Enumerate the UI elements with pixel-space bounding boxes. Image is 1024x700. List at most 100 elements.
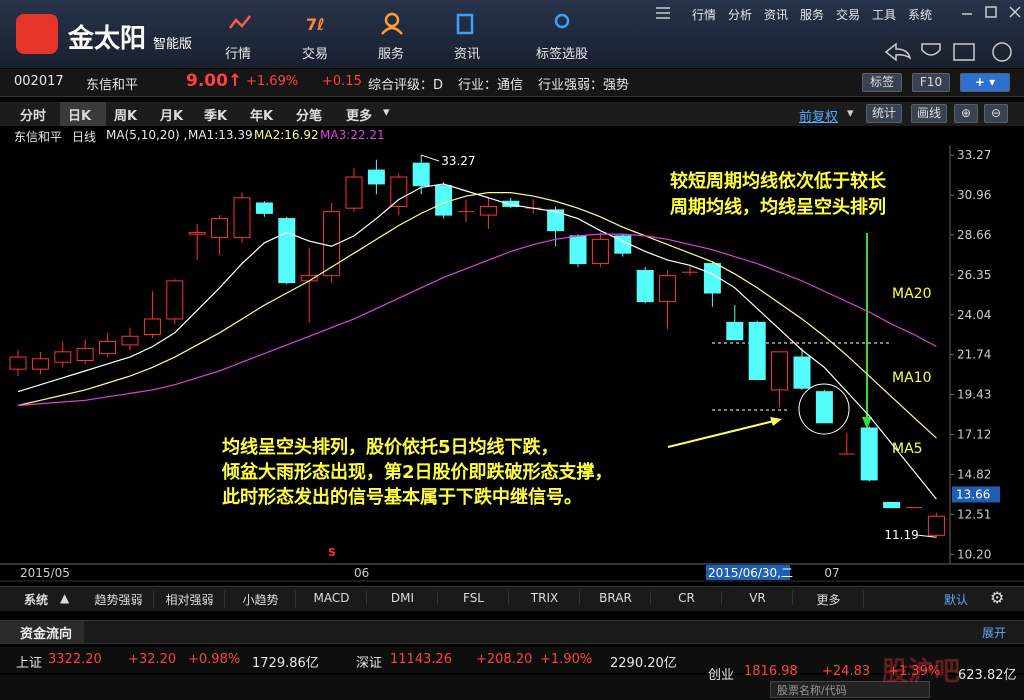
indicator-tab[interactable]: 趋势强弱 [84,591,154,608]
candle-body [815,391,833,424]
y-tick-label: 28.66 [957,228,991,242]
annotation: 此时形态发出的信号基本属于下跌中继信号。 [222,486,582,508]
tab[interactable]: 日K [68,109,92,124]
nav-item[interactable]: 交易 [301,47,328,62]
candle-body [255,202,273,214]
settings[interactable]: ⚙ [990,588,1005,607]
y-tick-label: 33.27 [957,148,991,162]
expand[interactable]: 展开 [982,626,1007,640]
y-tick-label: 26.35 [957,268,991,282]
legend-ma: MA(5,10,20) , [106,128,188,142]
indicator-tab[interactable]: FSL [439,591,509,605]
tab[interactable]: 分笔 [296,109,323,124]
ma-label: MA20 [892,286,931,302]
annotation: 较短周期均线依次低于较长 [670,170,887,192]
indicator-tab[interactable]: VR [723,591,793,605]
annotation: 均线呈空头排列，股价依托5日均线下跌， [222,436,559,458]
indicator-tab[interactable]: TRIX [510,591,580,605]
button[interactable]: 统计 [866,104,902,123]
watermark: 股沪吧 [882,657,961,687]
candle-body [726,321,744,341]
candle-body [166,280,184,320]
candle-body [54,351,72,363]
system[interactable]: 系统 [24,593,49,607]
y-tick-label: 17.12 [957,428,991,442]
zoom-in[interactable]: ⊕ [954,104,978,123]
logo [16,14,58,54]
indicator-tab[interactable]: DMI [368,591,438,605]
zoom-out[interactable]: ⊖ [984,104,1008,123]
indicator-tab[interactable]: BRAR [581,591,651,605]
menu-item[interactable]: 资讯 [764,8,789,22]
menu-item[interactable]: 系统 [908,8,933,22]
index-value: 3322.20 [48,652,102,667]
y-tick-label: 24.04 [957,308,991,322]
candle-body [367,169,385,185]
window-icons [656,6,1021,62]
ma-line [17,233,937,407]
y-tick-label: 12.51 [957,507,991,521]
candle-chart: MA20 MA10 MA5 较短周期均线依次低于较长 周期均线，均线呈空头排列 … [0,145,1024,582]
candle-body [547,209,565,232]
tab[interactable]: 年K [250,109,274,124]
index-value: 1816.98 [744,664,798,679]
ma-line [17,191,937,439]
arrow: ▲ [60,591,70,605]
menu-item[interactable]: 工具 [872,8,897,22]
tab[interactable]: 更多 [346,109,373,124]
candle-body [748,321,766,381]
default[interactable]: 默认 [944,593,969,607]
menu-item[interactable]: 分析 [728,8,753,22]
search-box[interactable]: 股票名称/代码 [770,681,930,698]
candle-body [502,200,520,207]
tab[interactable]: 季K [204,109,228,124]
candle-body [9,356,27,370]
candle-body [323,211,341,277]
menu-item[interactable]: 服务 [800,8,825,22]
dropdown-arrow: ▾ [383,105,390,120]
candle-body [591,238,609,265]
candle-body [211,218,229,239]
indicator-tab[interactable]: CR [652,591,722,605]
adjust[interactable]: 前复权 [799,110,839,125]
tab[interactable]: 月K [160,109,184,124]
legend: 东信和平 日线 MA(5,10,20) , MA1:13.39 MA2:16.9… [0,127,950,144]
nav-item[interactable]: 标签选股 [535,47,588,62]
index-amount: 1729.86亿 [252,656,319,671]
change: +0.15 [322,74,362,89]
candle-body [233,197,251,239]
cursor-price-box [952,486,1000,503]
add-button[interactable]: + ▾ [960,73,1010,92]
annotation: 周期均线，均线呈空头排列 [670,196,886,218]
flow-title[interactable]: 资金流向 [0,621,84,643]
brand: 金太阳 [68,24,147,54]
menu-item[interactable]: 交易 [836,8,861,22]
candle-body [345,176,363,209]
index-name: 深证 [356,656,383,671]
button[interactable]: F10 [912,73,950,92]
annotation: 倾盆大雨形态出现，第2日股价即跌破形态支撑， [221,461,613,483]
index-amount: 623.82亿 [958,668,1017,683]
candle-body [703,263,721,294]
signal: S [328,546,336,559]
nav-item[interactable]: 资讯 [453,47,480,62]
button[interactable]: 画线 [911,104,947,123]
tab[interactable]: 分时 [20,109,47,124]
candle-body [300,275,318,282]
button[interactable]: 标签 [862,73,902,92]
menu-item[interactable]: 行情 [692,8,717,22]
index-pct: +1.90% [540,652,593,667]
nav-item[interactable]: 服务 [377,47,404,62]
indicator-tab[interactable]: 相对强弱 [155,591,225,608]
indicator-tab[interactable]: MACD [297,591,367,605]
candle-body [278,218,296,284]
index-change: +32.20 [128,652,177,667]
tab[interactable]: 周K [114,109,138,124]
candle-body [479,205,497,216]
candle-body [143,318,161,336]
index-pct: +1.39% [888,664,941,679]
indicator-tab[interactable]: 小趋势 [226,591,296,608]
indicator-tab[interactable]: 更多 [794,591,864,608]
nav-item[interactable]: 行情 [224,47,251,62]
legend-name: 东信和平 [14,130,63,144]
